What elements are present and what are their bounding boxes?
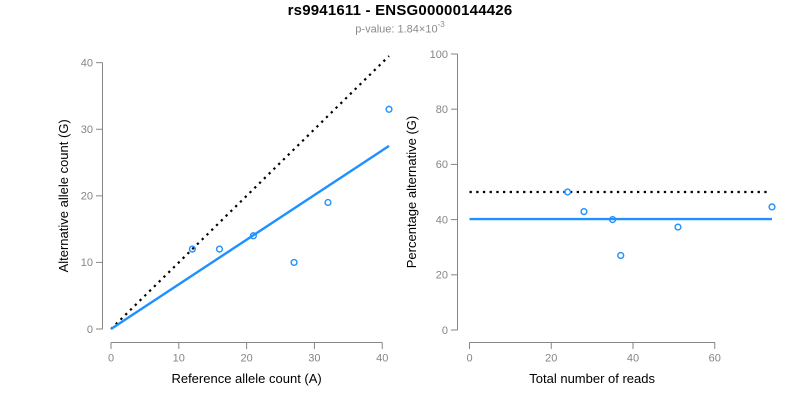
y-tick-label: 40 <box>81 57 93 69</box>
y-tick-label: 40 <box>436 214 448 226</box>
data-point <box>324 198 332 207</box>
data-point <box>564 188 572 196</box>
y-tick-label: 0 <box>442 325 448 337</box>
x-tick-label: 0 <box>108 353 114 365</box>
y-tick-label: 30 <box>81 124 93 136</box>
x-tick-label: 40 <box>627 353 639 365</box>
data-points <box>188 105 393 267</box>
data-point <box>215 245 224 253</box>
x-tick-label: 10 <box>173 353 185 365</box>
data-point <box>674 223 682 231</box>
x-tick-label: 20 <box>545 353 557 365</box>
y-tick-label: 0 <box>87 324 93 336</box>
y-axis-label: Percentage alternative (G) <box>404 116 419 268</box>
y-axis: 0 10 20 30 40 <box>81 57 103 336</box>
data-points <box>564 188 776 260</box>
data-point <box>385 105 393 113</box>
y-axis-label: Alternative allele count (G) <box>56 119 71 272</box>
y-tick-label: 20 <box>81 191 93 203</box>
y-tick-label: 80 <box>436 104 448 116</box>
x-axis-label: Total number of reads <box>529 371 655 386</box>
data-point <box>768 203 776 211</box>
fit-solid-line <box>110 144 390 331</box>
x-axis: 0 20 40 60 <box>466 342 721 365</box>
y-tick-label: 10 <box>81 257 93 269</box>
y-tick-label: 60 <box>436 159 448 171</box>
data-point <box>580 207 588 216</box>
identity-dotted-line <box>110 55 390 330</box>
left-plot: 0 10 20 30 40 0 10 20 30 40 Reference allele count… <box>56 55 393 386</box>
y-tick-label: 20 <box>436 270 448 282</box>
y-axis: 0 20 40 60 80 100 <box>430 49 458 337</box>
data-point <box>188 245 196 253</box>
x-axis: 0 10 20 30 40 <box>108 342 388 365</box>
x-tick-label: 60 <box>709 353 721 365</box>
data-point <box>608 216 617 224</box>
x-tick-label: 40 <box>376 353 388 365</box>
data-point <box>617 251 625 260</box>
x-axis-label: Reference allele count (A) <box>171 371 321 386</box>
x-tick-label: 30 <box>308 353 320 365</box>
data-point <box>249 232 257 240</box>
data-point <box>290 258 298 267</box>
x-tick-label: 0 <box>466 353 472 365</box>
right-plot: 0 20 40 60 80 100 0 20 40 60 Total number of reads… <box>404 49 776 386</box>
x-tick-label: 20 <box>240 353 252 365</box>
y-tick-label: 100 <box>430 49 448 61</box>
